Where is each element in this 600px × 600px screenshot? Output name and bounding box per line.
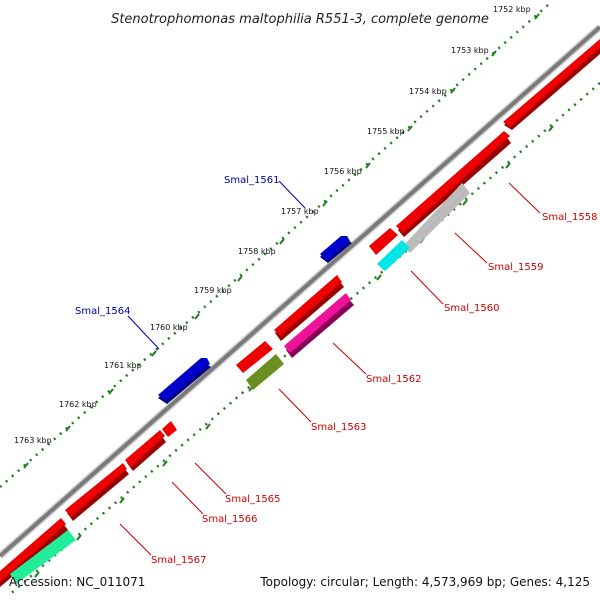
gene-arrow (158, 358, 210, 401)
gene-labels: Smal_1561 Smal_1564 Smal_1558 Smal_1559 … (75, 175, 597, 566)
scale-tick (194, 313, 200, 320)
scale-tick (279, 238, 285, 245)
genome-summary-text: Topology: circular; Length: 4,573,969 bp… (259, 575, 590, 589)
genome-backbone (0, 25, 600, 558)
leader-line-1564 (127, 315, 160, 350)
gene-smal-1558[interactable] (503, 39, 600, 130)
scale-tick (491, 50, 497, 57)
scale-label: 1760 kbp (150, 323, 188, 332)
scale-tick (407, 125, 413, 132)
gene-label-smal-1565[interactable]: Smal_1565 (225, 494, 280, 505)
gene-arrow (65, 463, 127, 517)
gene-arrow (403, 183, 470, 253)
scale-tick (151, 350, 157, 357)
scale-tick (462, 199, 468, 206)
scale-tick (548, 125, 554, 132)
scale-tick (376, 274, 382, 281)
scale-tick (162, 460, 168, 467)
gene-smal-1560[interactable] (377, 240, 410, 271)
gene-arrow (377, 240, 410, 271)
gene-red-small-1[interactable] (369, 228, 398, 255)
leader-line-1561 (278, 180, 306, 209)
scale-tick (505, 162, 511, 169)
gene-red-long-left[interactable] (65, 463, 129, 521)
scale-tick (119, 497, 125, 504)
leader-line-1559 (454, 232, 488, 264)
scale-tick (322, 200, 328, 207)
scale-tick (76, 534, 82, 541)
gene-arrow (236, 341, 273, 373)
scale-tick (534, 13, 540, 20)
scale-label: 1761 kbp (104, 361, 142, 370)
gene-label-smal-1562[interactable]: Smal_1562 (366, 374, 421, 385)
forward-strand-genes (158, 236, 352, 404)
gene-smal-1559[interactable] (403, 183, 470, 253)
gene-teal[interactable] (10, 530, 76, 584)
scale-label: 1752 kbp (493, 5, 531, 14)
scale-label: 1755 kbp (367, 127, 405, 136)
gene-smal-1558b[interactable] (396, 131, 511, 237)
leader-line-1565 (194, 462, 227, 495)
scale-tick (237, 275, 243, 282)
scale-label: 1763 kbp (14, 436, 52, 445)
scale-tick (34, 571, 40, 578)
gene-label-smal-1558[interactable]: Smal_1558 (542, 212, 597, 223)
gene-arrow (503, 39, 600, 127)
outer-scale (0, 4, 549, 488)
leader-line-1567 (119, 523, 152, 556)
gene-arrow (274, 275, 342, 336)
gene-smal-1561[interactable] (320, 236, 352, 263)
scale-label: 1759 kbp (194, 286, 232, 295)
gene-arrow (125, 430, 165, 467)
gene-smal-1564[interactable] (158, 358, 211, 404)
gene-arrow (10, 530, 76, 584)
leader-line-1562 (332, 342, 367, 375)
accession-text: Accession: NC_011071 (9, 575, 145, 589)
scale-label: 1762 kbp (59, 400, 97, 409)
scale-tick (65, 425, 71, 432)
gene-arrow (246, 354, 284, 390)
leader-line-1563 (278, 388, 312, 423)
gene-label-smal-1559[interactable]: Smal_1559 (488, 262, 543, 273)
gene-arrow (396, 131, 510, 233)
gene-smal-1562[interactable] (284, 293, 354, 358)
scale-tick (365, 162, 371, 169)
scale-tick (108, 388, 114, 395)
outer-scale-ticks (23, 13, 540, 469)
leader-line-1558 (508, 182, 541, 214)
gene-label-smal-1564[interactable]: Smal_1564 (75, 306, 130, 317)
scale-tick (450, 87, 456, 94)
scale-label: 1754 kbp (409, 87, 447, 96)
scale-labels: 1752 kbp 1753 kbp 1754 kbp 1755 kbp 1756… (14, 5, 531, 445)
gene-red-mid[interactable] (274, 275, 344, 341)
gene-arrow (162, 421, 177, 437)
gene-label-smal-1561[interactable]: Smal_1561 (224, 175, 279, 186)
gene-smal-1565[interactable] (162, 421, 177, 437)
gene-label-smal-1567[interactable]: Smal_1567 (151, 555, 206, 566)
gene-label-smal-1560[interactable]: Smal_1560 (444, 303, 499, 314)
outer-scale-line (0, 4, 549, 488)
gene-label-smal-1563[interactable]: Smal_1563 (311, 422, 366, 433)
label-leaders (119, 180, 541, 556)
leader-line-1566 (171, 481, 204, 515)
gene-arrow (369, 228, 398, 255)
scale-label: 1757 kbp (281, 207, 319, 216)
gene-arrow (0, 518, 66, 582)
gene-label-smal-1566[interactable]: Smal_1566 (202, 514, 257, 525)
scale-label: 1753 kbp (451, 46, 489, 55)
genome-title: Stenotrophomonas maltophilia R551-3, com… (111, 12, 489, 27)
gene-arrow (284, 293, 351, 353)
scale-tick (205, 423, 211, 430)
gene-smal-1563[interactable] (246, 354, 284, 390)
reverse-strand-genes (0, 39, 600, 587)
scale-label: 1758 kbp (238, 247, 276, 256)
gene-smal-1566[interactable] (125, 430, 166, 471)
gene-red-left[interactable] (236, 341, 273, 373)
leader-line-1560 (410, 270, 444, 305)
gene-arrow (320, 236, 350, 261)
scale-label: 1756 kbp (324, 167, 362, 176)
scale-tick (23, 462, 29, 469)
